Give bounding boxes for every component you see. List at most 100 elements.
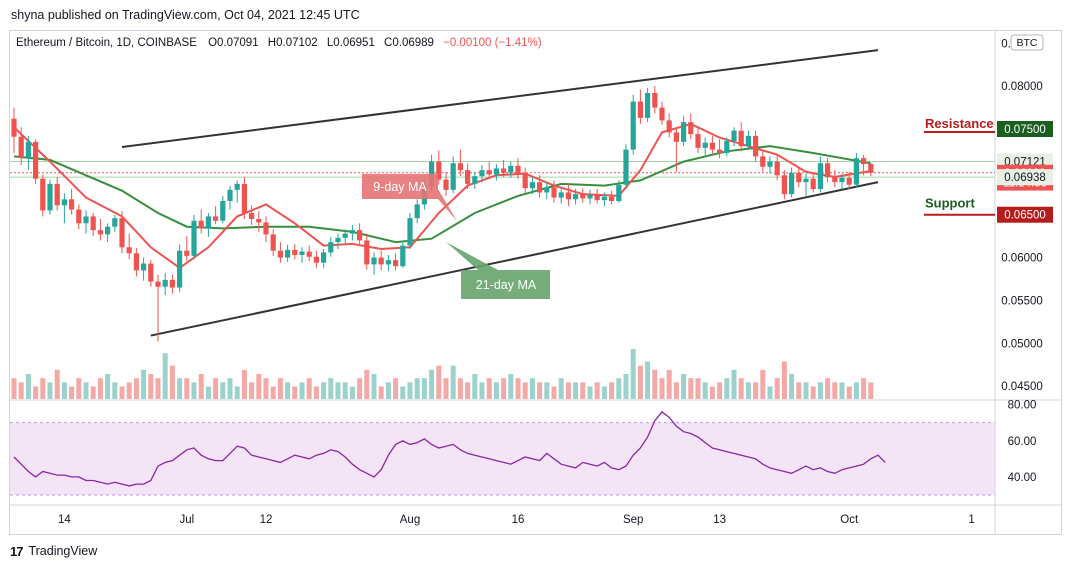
candle[interactable] (637, 89, 643, 124)
candle[interactable] (717, 139, 723, 159)
candle[interactable] (774, 154, 780, 181)
candle[interactable] (594, 189, 600, 204)
candle[interactable] (558, 187, 564, 204)
candle[interactable] (501, 159, 507, 177)
candle[interactable] (817, 156, 823, 193)
candle[interactable] (148, 260, 154, 287)
candle[interactable] (321, 249, 327, 268)
candle[interactable] (695, 127, 701, 153)
candle[interactable] (277, 242, 283, 263)
candle[interactable] (342, 229, 348, 244)
candle[interactable] (141, 257, 147, 281)
candle[interactable] (472, 171, 478, 189)
candle[interactable] (443, 171, 449, 196)
candle[interactable] (47, 179, 53, 215)
candle[interactable] (861, 154, 867, 176)
candle[interactable] (587, 189, 593, 205)
candle[interactable] (371, 252, 377, 275)
candle[interactable] (76, 204, 82, 230)
candle[interactable] (414, 199, 420, 224)
candle[interactable] (825, 158, 831, 183)
candle[interactable] (69, 189, 75, 215)
candle[interactable] (515, 158, 521, 179)
candle[interactable] (803, 173, 809, 196)
candle[interactable] (234, 180, 240, 203)
candle[interactable] (126, 233, 132, 260)
candle[interactable] (83, 210, 89, 234)
candle[interactable] (702, 137, 708, 157)
candle[interactable] (263, 216, 269, 243)
candle[interactable] (97, 219, 103, 241)
candle[interactable] (205, 213, 211, 237)
candle[interactable] (11, 107, 17, 153)
candle[interactable] (796, 166, 802, 188)
time-axis[interactable]: 14 Jul 12 Aug 16 Sep 13 Oct 1 (58, 514, 975, 526)
candle[interactable] (393, 253, 399, 271)
candle[interactable] (832, 170, 838, 188)
candle[interactable] (565, 183, 571, 207)
chart-frame[interactable]: 9-day MA 21-day MA Ethereum / Bitcoin, 1… (9, 30, 1062, 535)
candle[interactable] (299, 247, 305, 263)
candle[interactable] (292, 243, 298, 260)
candle[interactable] (760, 149, 766, 172)
candle[interactable] (753, 130, 759, 162)
candle[interactable] (90, 213, 96, 237)
candle[interactable] (839, 173, 845, 189)
candle[interactable] (349, 225, 355, 241)
candle[interactable] (580, 188, 586, 203)
candle[interactable] (537, 175, 543, 198)
candle[interactable] (529, 177, 535, 195)
candle[interactable] (33, 139, 39, 184)
candle[interactable] (645, 87, 651, 123)
candle[interactable] (364, 233, 370, 270)
candle[interactable] (285, 244, 291, 262)
candle[interactable] (688, 113, 694, 140)
candle[interactable] (508, 161, 514, 178)
candle[interactable] (306, 245, 312, 261)
candle[interactable] (177, 244, 183, 292)
candle[interactable] (378, 250, 384, 271)
candle[interactable] (220, 195, 226, 224)
candle[interactable] (846, 171, 852, 189)
candle[interactable] (270, 229, 276, 256)
candle[interactable] (133, 248, 139, 277)
candle[interactable] (357, 223, 363, 244)
candle[interactable] (249, 205, 255, 225)
candle[interactable] (745, 130, 751, 150)
chart-svg[interactable]: 9-day MA 21-day MA Ethereum / Bitcoin, 1… (10, 31, 1061, 534)
candle[interactable] (335, 233, 341, 249)
candle[interactable] (544, 182, 550, 200)
candle[interactable] (609, 190, 615, 205)
candle[interactable] (191, 214, 197, 260)
candle[interactable] (630, 94, 636, 155)
candle[interactable] (853, 153, 859, 188)
candle[interactable] (724, 137, 730, 157)
candle[interactable] (522, 167, 528, 194)
candle[interactable] (105, 223, 111, 243)
candle[interactable] (61, 193, 67, 224)
candle[interactable] (162, 273, 168, 296)
candle[interactable] (25, 135, 31, 171)
candle[interactable] (436, 150, 442, 185)
candle[interactable] (666, 113, 672, 138)
candle[interactable] (54, 177, 60, 211)
candle[interactable] (328, 237, 334, 257)
candle[interactable] (169, 274, 175, 294)
candle[interactable] (18, 127, 24, 165)
candle[interactable] (213, 206, 219, 225)
candle[interactable] (616, 180, 622, 203)
candle[interactable] (479, 165, 485, 183)
candle[interactable] (119, 211, 125, 254)
candle[interactable] (407, 213, 413, 249)
candle[interactable] (457, 149, 463, 177)
candle[interactable] (227, 185, 233, 210)
candle[interactable] (551, 180, 557, 203)
candle[interactable] (738, 122, 744, 152)
candle[interactable] (789, 167, 795, 198)
candle[interactable] (241, 177, 247, 219)
candle[interactable] (652, 86, 658, 114)
candle[interactable] (465, 163, 471, 189)
candle[interactable] (767, 156, 773, 174)
candle[interactable] (673, 127, 679, 172)
candle[interactable] (623, 144, 629, 189)
